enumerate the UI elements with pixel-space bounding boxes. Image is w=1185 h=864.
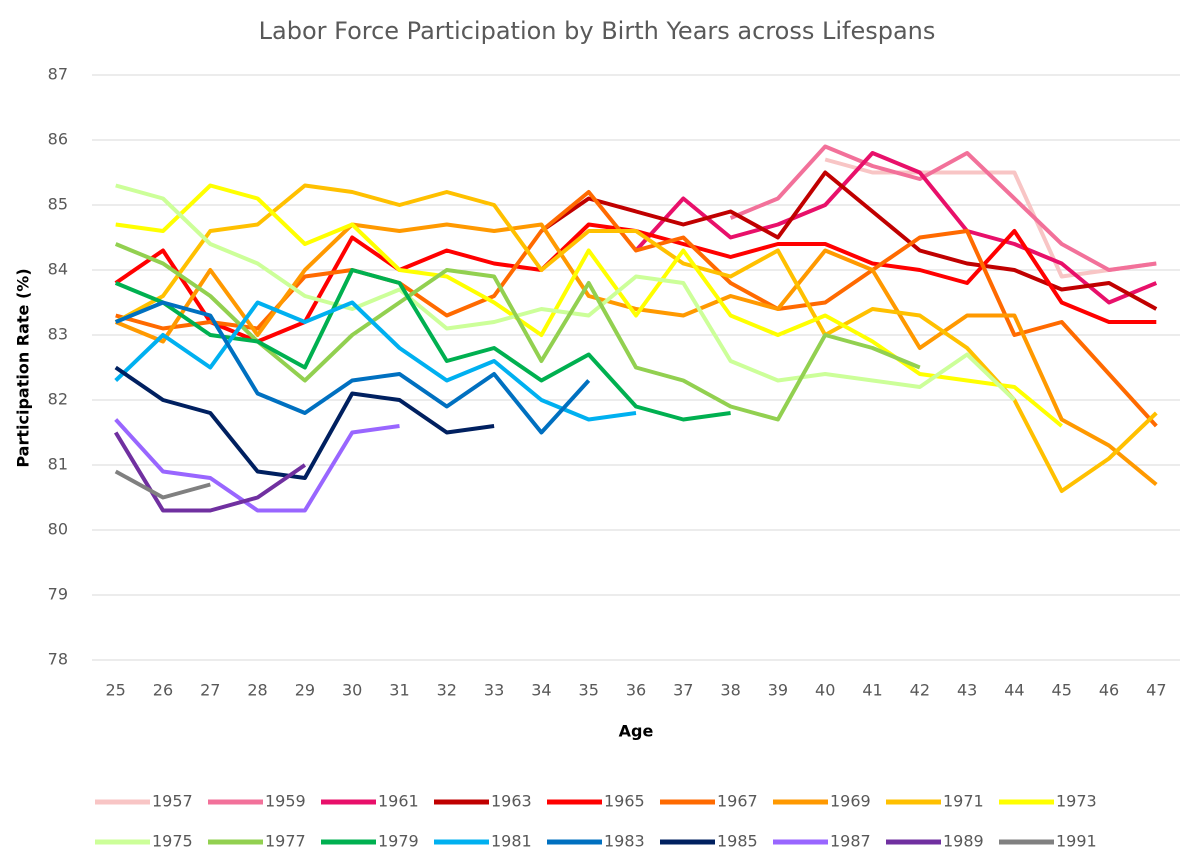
legend-label: 1957 bbox=[152, 792, 193, 811]
x-tick-label: 40 bbox=[815, 681, 835, 700]
x-tick-label: 32 bbox=[437, 681, 457, 700]
x-tick-label: 29 bbox=[295, 681, 315, 700]
series-line bbox=[115, 183, 1016, 402]
legend-label: 1991 bbox=[1056, 832, 1097, 851]
y-tick-label: 85 bbox=[48, 195, 68, 214]
x-tick-label: 46 bbox=[1099, 681, 1119, 700]
x-tick-label: 39 bbox=[768, 681, 788, 700]
series-line bbox=[113, 431, 307, 513]
legend-label: 1961 bbox=[378, 792, 419, 811]
legend-label: 1969 bbox=[830, 792, 871, 811]
series-line bbox=[114, 222, 1158, 487]
x-tick-label: 25 bbox=[105, 681, 125, 700]
series-line bbox=[114, 469, 211, 500]
x-tick-label: 30 bbox=[342, 681, 362, 700]
y-tick-label: 79 bbox=[48, 585, 68, 604]
x-tick-label: 27 bbox=[200, 681, 220, 700]
series-line bbox=[114, 183, 1158, 493]
x-tick-label: 28 bbox=[247, 681, 267, 700]
legend-label: 1963 bbox=[491, 792, 532, 811]
y-tick-label: 82 bbox=[48, 390, 68, 409]
legend-label: 1959 bbox=[265, 792, 306, 811]
x-tick-label: 41 bbox=[862, 681, 882, 700]
y-tick-label: 78 bbox=[48, 650, 68, 669]
legend-label: 1977 bbox=[265, 832, 306, 851]
y-tick-label: 87 bbox=[48, 65, 68, 84]
y-tick-label: 81 bbox=[48, 455, 68, 474]
x-tick-label: 33 bbox=[484, 681, 504, 700]
x-tick-label: 42 bbox=[910, 681, 930, 700]
x-tick-label: 47 bbox=[1146, 681, 1166, 700]
series-line bbox=[114, 268, 731, 422]
legend-label: 1973 bbox=[1056, 792, 1097, 811]
x-tick-label: 31 bbox=[389, 681, 409, 700]
series-line bbox=[634, 151, 1158, 305]
legend-label: 1985 bbox=[717, 832, 758, 851]
legend-label: 1965 bbox=[604, 792, 645, 811]
series-line bbox=[114, 300, 637, 422]
x-tick-label: 44 bbox=[1004, 681, 1024, 700]
x-tick-label: 37 bbox=[673, 681, 693, 700]
y-tick-label: 83 bbox=[48, 325, 68, 344]
series-line bbox=[115, 183, 1063, 428]
legend-label: 1971 bbox=[943, 792, 984, 811]
legend-label: 1983 bbox=[604, 832, 645, 851]
series-line bbox=[540, 170, 1158, 311]
series-line bbox=[824, 157, 1157, 279]
x-tick-label: 36 bbox=[626, 681, 646, 700]
y-axis-title: Participation Rate (%) bbox=[14, 268, 33, 467]
y-tick-label: 80 bbox=[48, 520, 68, 539]
x-tick-label: 35 bbox=[579, 681, 599, 700]
series-line bbox=[114, 242, 921, 422]
series-line bbox=[114, 365, 495, 480]
legend-label: 1979 bbox=[378, 832, 419, 851]
series-line bbox=[114, 300, 591, 435]
x-axis-title: Age bbox=[619, 722, 654, 741]
series-line bbox=[114, 418, 400, 513]
legend-label: 1989 bbox=[943, 832, 984, 851]
x-tick-label: 38 bbox=[720, 681, 740, 700]
x-tick-label: 34 bbox=[531, 681, 551, 700]
x-tick-label: 26 bbox=[153, 681, 173, 700]
series-line bbox=[729, 144, 1157, 272]
legend-label: 1987 bbox=[830, 832, 871, 851]
legend-label: 1967 bbox=[717, 792, 758, 811]
x-tick-label: 43 bbox=[957, 681, 977, 700]
x-tick-label: 45 bbox=[1052, 681, 1072, 700]
legend-label: 1981 bbox=[491, 832, 532, 851]
chart-title: Labor Force Participation by Birth Years… bbox=[259, 17, 936, 45]
legend-label: 1975 bbox=[152, 832, 193, 851]
y-tick-label: 86 bbox=[48, 130, 68, 149]
y-tick-label: 84 bbox=[48, 260, 68, 279]
